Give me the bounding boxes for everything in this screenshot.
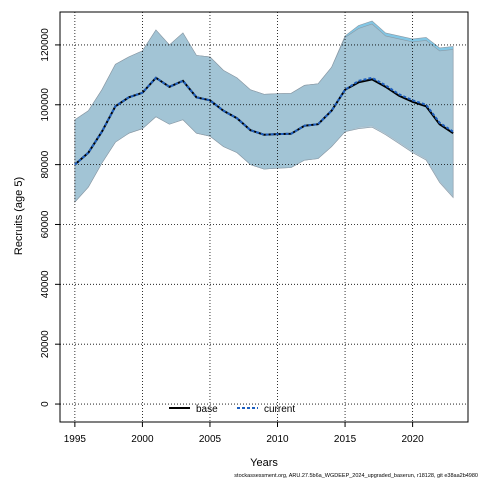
y-tick-label: 100000	[40, 88, 51, 122]
x-tick-label: 2015	[334, 434, 357, 445]
y-axis: 0 20000 40000 60000 80000 100000 120000	[40, 28, 60, 407]
x-tick-label: 2000	[131, 434, 154, 445]
y-tick-label: 60000	[40, 210, 51, 238]
grid-lines	[60, 12, 468, 422]
x-tick-label: 2005	[199, 434, 222, 445]
y-tick-label: 20000	[40, 330, 51, 358]
legend: base current	[169, 404, 295, 415]
series-line-current	[74, 76, 454, 166]
confidence-bands	[74, 20, 454, 203]
x-tick-label: 2010	[266, 434, 289, 445]
band-base	[74, 23, 454, 203]
y-tick-label: 80000	[40, 150, 51, 178]
x-tick-label: 2020	[401, 434, 424, 445]
x-axis-label: Years	[250, 457, 278, 469]
series-lines	[74, 76, 454, 166]
x-tick-label: 1995	[64, 434, 87, 445]
y-tick-label: 40000	[40, 270, 51, 298]
legend-base-label: base	[196, 404, 218, 415]
y-tick-label: 120000	[40, 28, 51, 62]
plot-frame	[59, 11, 469, 423]
y-tick-label: 0	[40, 401, 51, 407]
y-axis-label: Recruits (age 5)	[13, 177, 25, 255]
x-axis: 1995 2000 2005 2010 2015 2020	[64, 422, 424, 445]
legend-current-label: current	[264, 404, 295, 415]
footnote: stockassessment.org, ARU.27.5b6a_WGDEEP_…	[234, 473, 478, 479]
